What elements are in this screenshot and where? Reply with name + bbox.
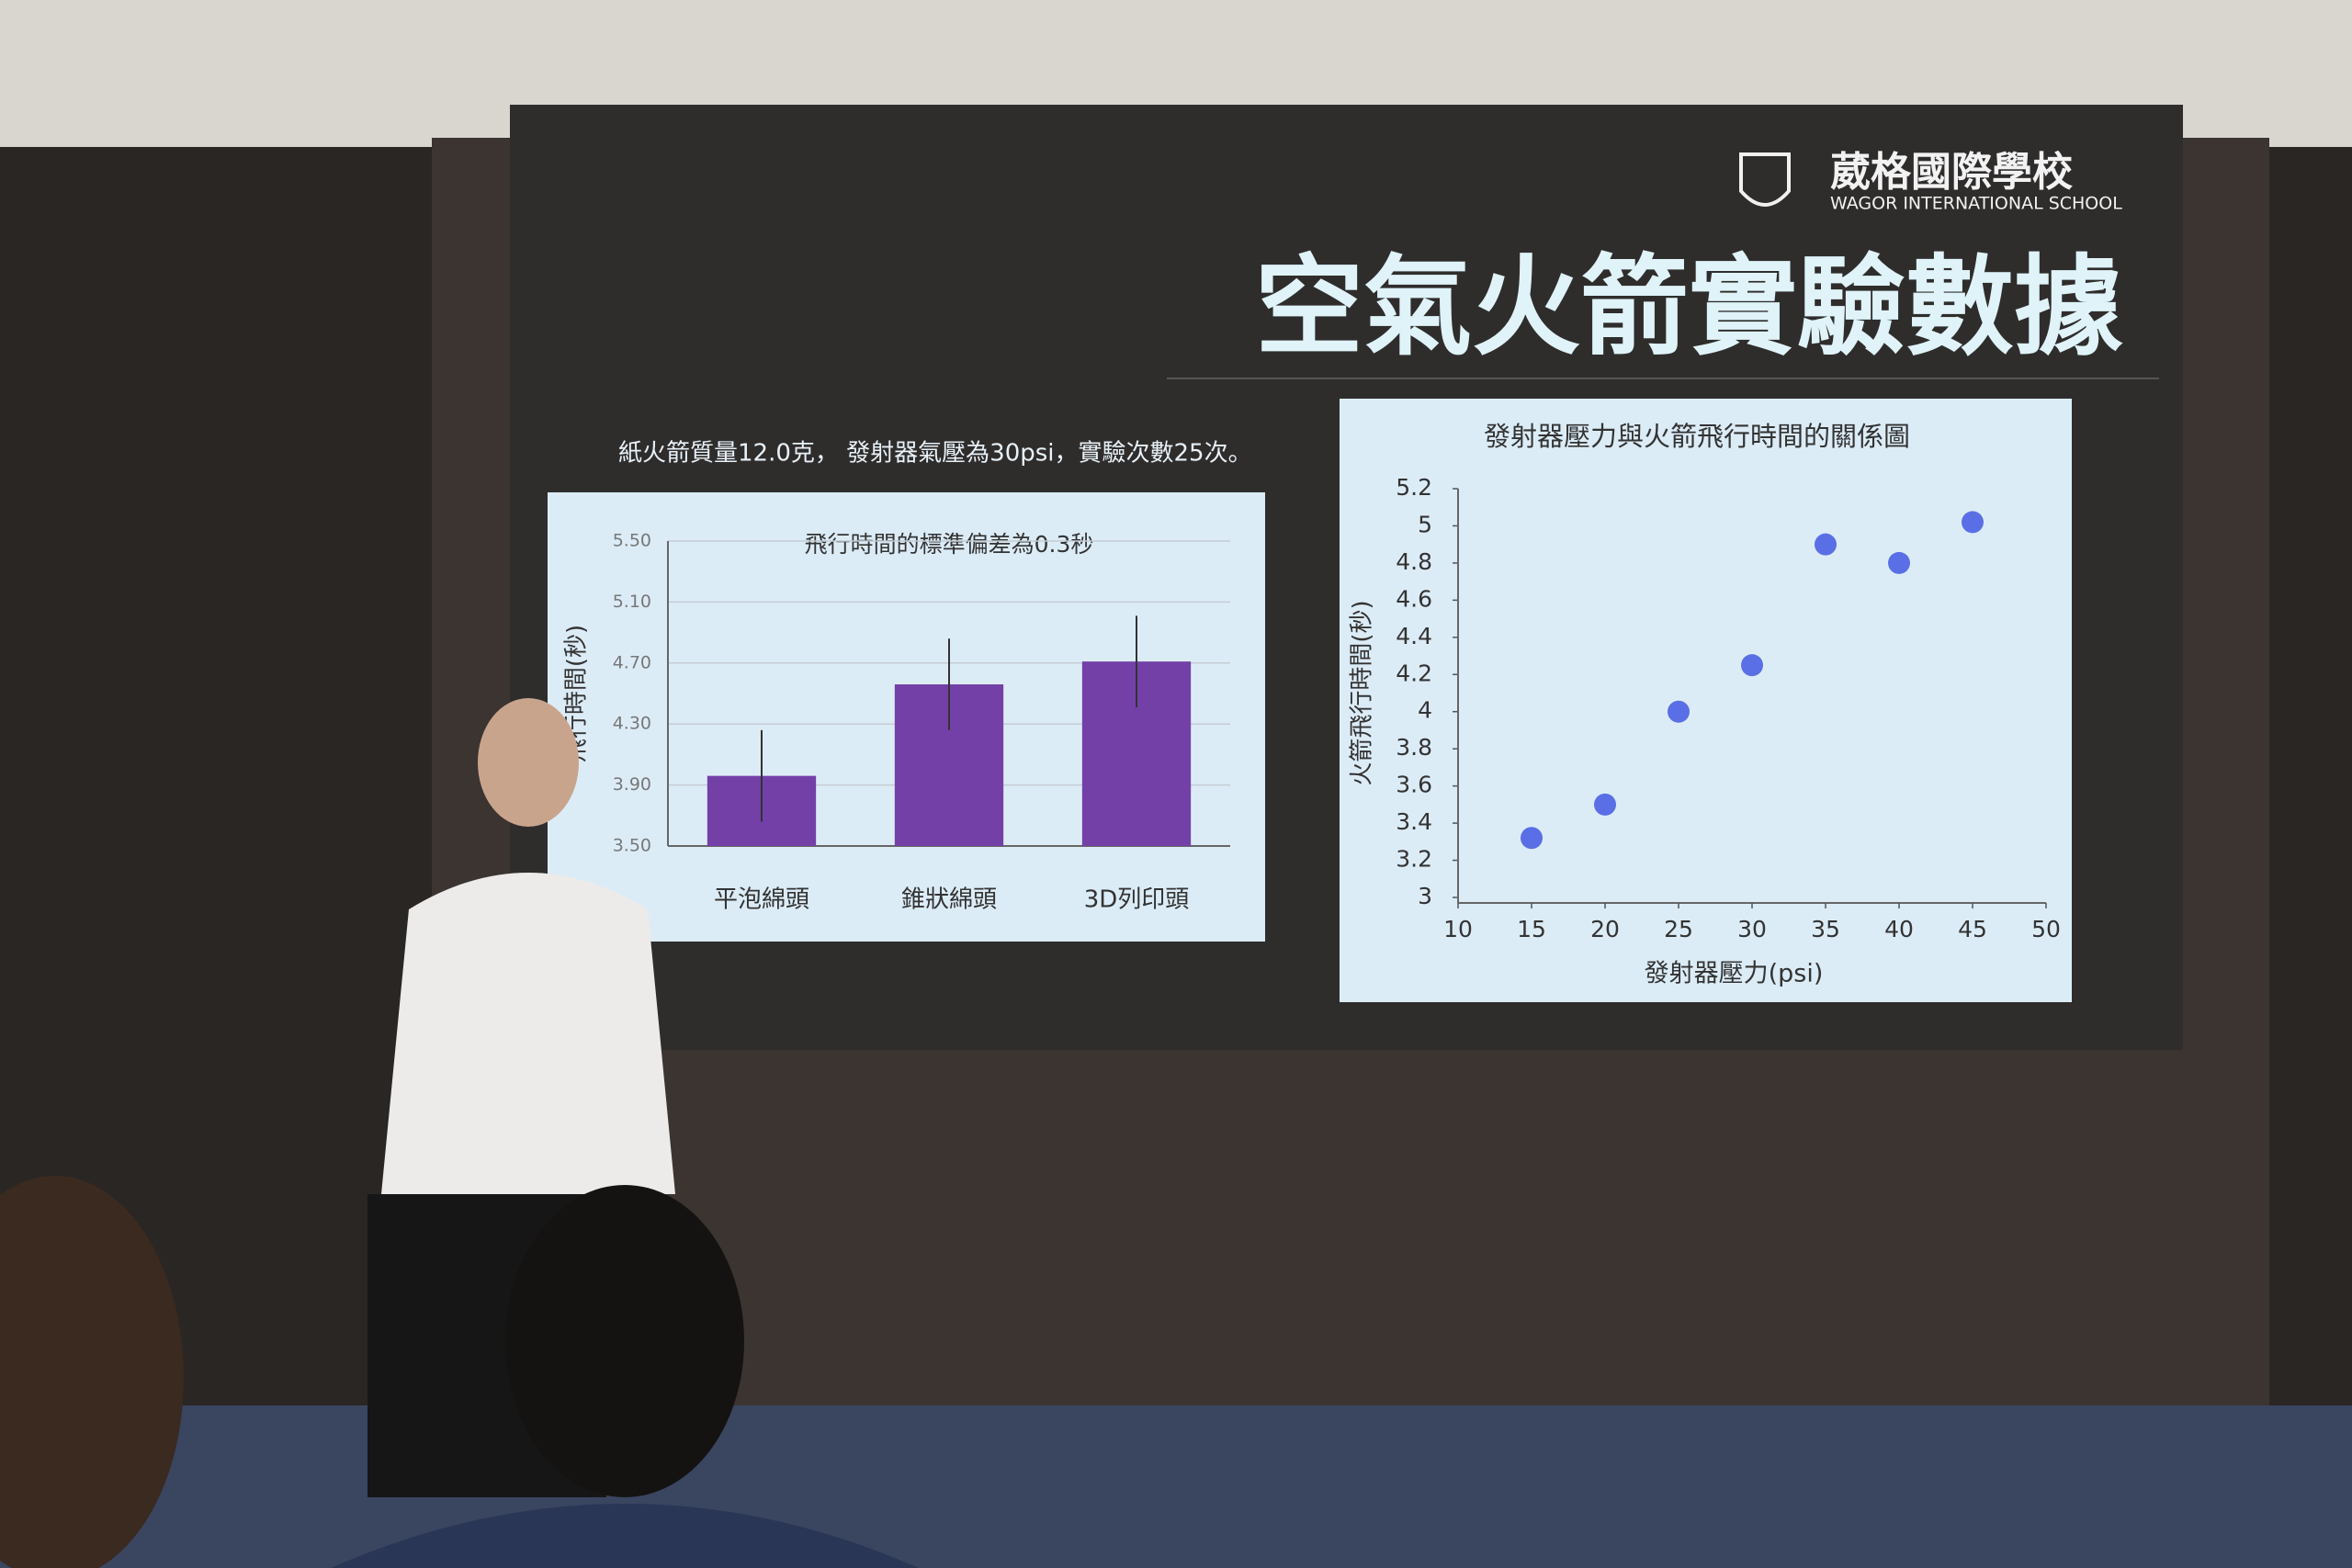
y-tick-label: 3.6 <box>1396 772 1432 798</box>
school-name-en: WAGOR INTERNATIONAL SCHOOL <box>1830 194 2122 214</box>
y-tick-label: 4.2 <box>1396 660 1432 686</box>
x-tick-label: 30 <box>1737 916 1767 942</box>
point <box>1521 827 1543 850</box>
slide-note: 紙火箭質量12.0克， 發射器氣壓為30psi，實驗次數25次。 <box>618 440 1252 468</box>
y-tick-label: 5.10 <box>613 592 651 612</box>
chart-title: 飛行時間的標準偏差為0.3秒 <box>805 531 1094 558</box>
x-tick-label: 45 <box>1958 916 1987 942</box>
point <box>1741 654 1763 677</box>
audience <box>0 1176 919 1568</box>
chart-title: 發射器壓力與火箭飛行時間的關係圖 <box>1484 421 1910 452</box>
y-tick-label: 3.4 <box>1396 808 1432 835</box>
school-logo <box>1739 152 1791 207</box>
y-tick-label: 4.4 <box>1396 623 1432 649</box>
slide-title: 空氣火箭實驗數據 <box>1255 243 2123 370</box>
y-tick-label: 5 <box>1418 511 1432 537</box>
x-tick-label: 15 <box>1517 916 1546 942</box>
point <box>1668 700 1690 723</box>
x-tick-label: 平泡綿頭 <box>714 886 809 914</box>
x-tick-label: 35 <box>1811 916 1840 942</box>
y-tick-label: 5.50 <box>613 531 651 551</box>
y-tick-label: 3.50 <box>613 836 651 856</box>
y-tick-label: 3.90 <box>613 774 651 795</box>
y-tick-label: 4.6 <box>1396 585 1432 612</box>
y-tick-label: 4.8 <box>1396 548 1432 575</box>
scatter-panel <box>1340 399 2072 1002</box>
point <box>1888 551 1910 574</box>
point <box>1594 793 1616 816</box>
x-tick-label: 3D列印頭 <box>1084 886 1190 914</box>
x-tick-label: 10 <box>1443 916 1473 942</box>
x-tick-label: 25 <box>1664 916 1693 942</box>
y-tick-label: 5.2 <box>1396 474 1432 501</box>
charts: 飛行時間的標準偏差為0.3秒飛行時間(秒)3.503.904.304.705.1… <box>563 421 2061 988</box>
x-tick-label: 錐狀綿頭 <box>901 886 997 914</box>
x-axis-label: 發射器壓力(psi) <box>1645 960 1824 988</box>
point <box>1962 511 1984 534</box>
y-tick-label: 3.8 <box>1396 734 1432 761</box>
y-axis-label: 火箭飛行時間(秒) <box>1349 600 1376 785</box>
y-tick-label: 3 <box>1418 883 1432 909</box>
x-tick-label: 50 <box>2031 916 2061 942</box>
y-tick-label: 4 <box>1418 697 1432 724</box>
stage-floor <box>0 1405 2352 1568</box>
point <box>1815 533 1837 556</box>
x-tick-label: 20 <box>1590 916 1620 942</box>
y-tick-label: 4.30 <box>613 714 651 734</box>
y-tick-label: 4.70 <box>613 652 651 672</box>
school-name: 葳格國際學校 <box>1830 149 2073 196</box>
x-tick-label: 40 <box>1884 916 1914 942</box>
y-tick-label: 3.2 <box>1396 846 1432 873</box>
